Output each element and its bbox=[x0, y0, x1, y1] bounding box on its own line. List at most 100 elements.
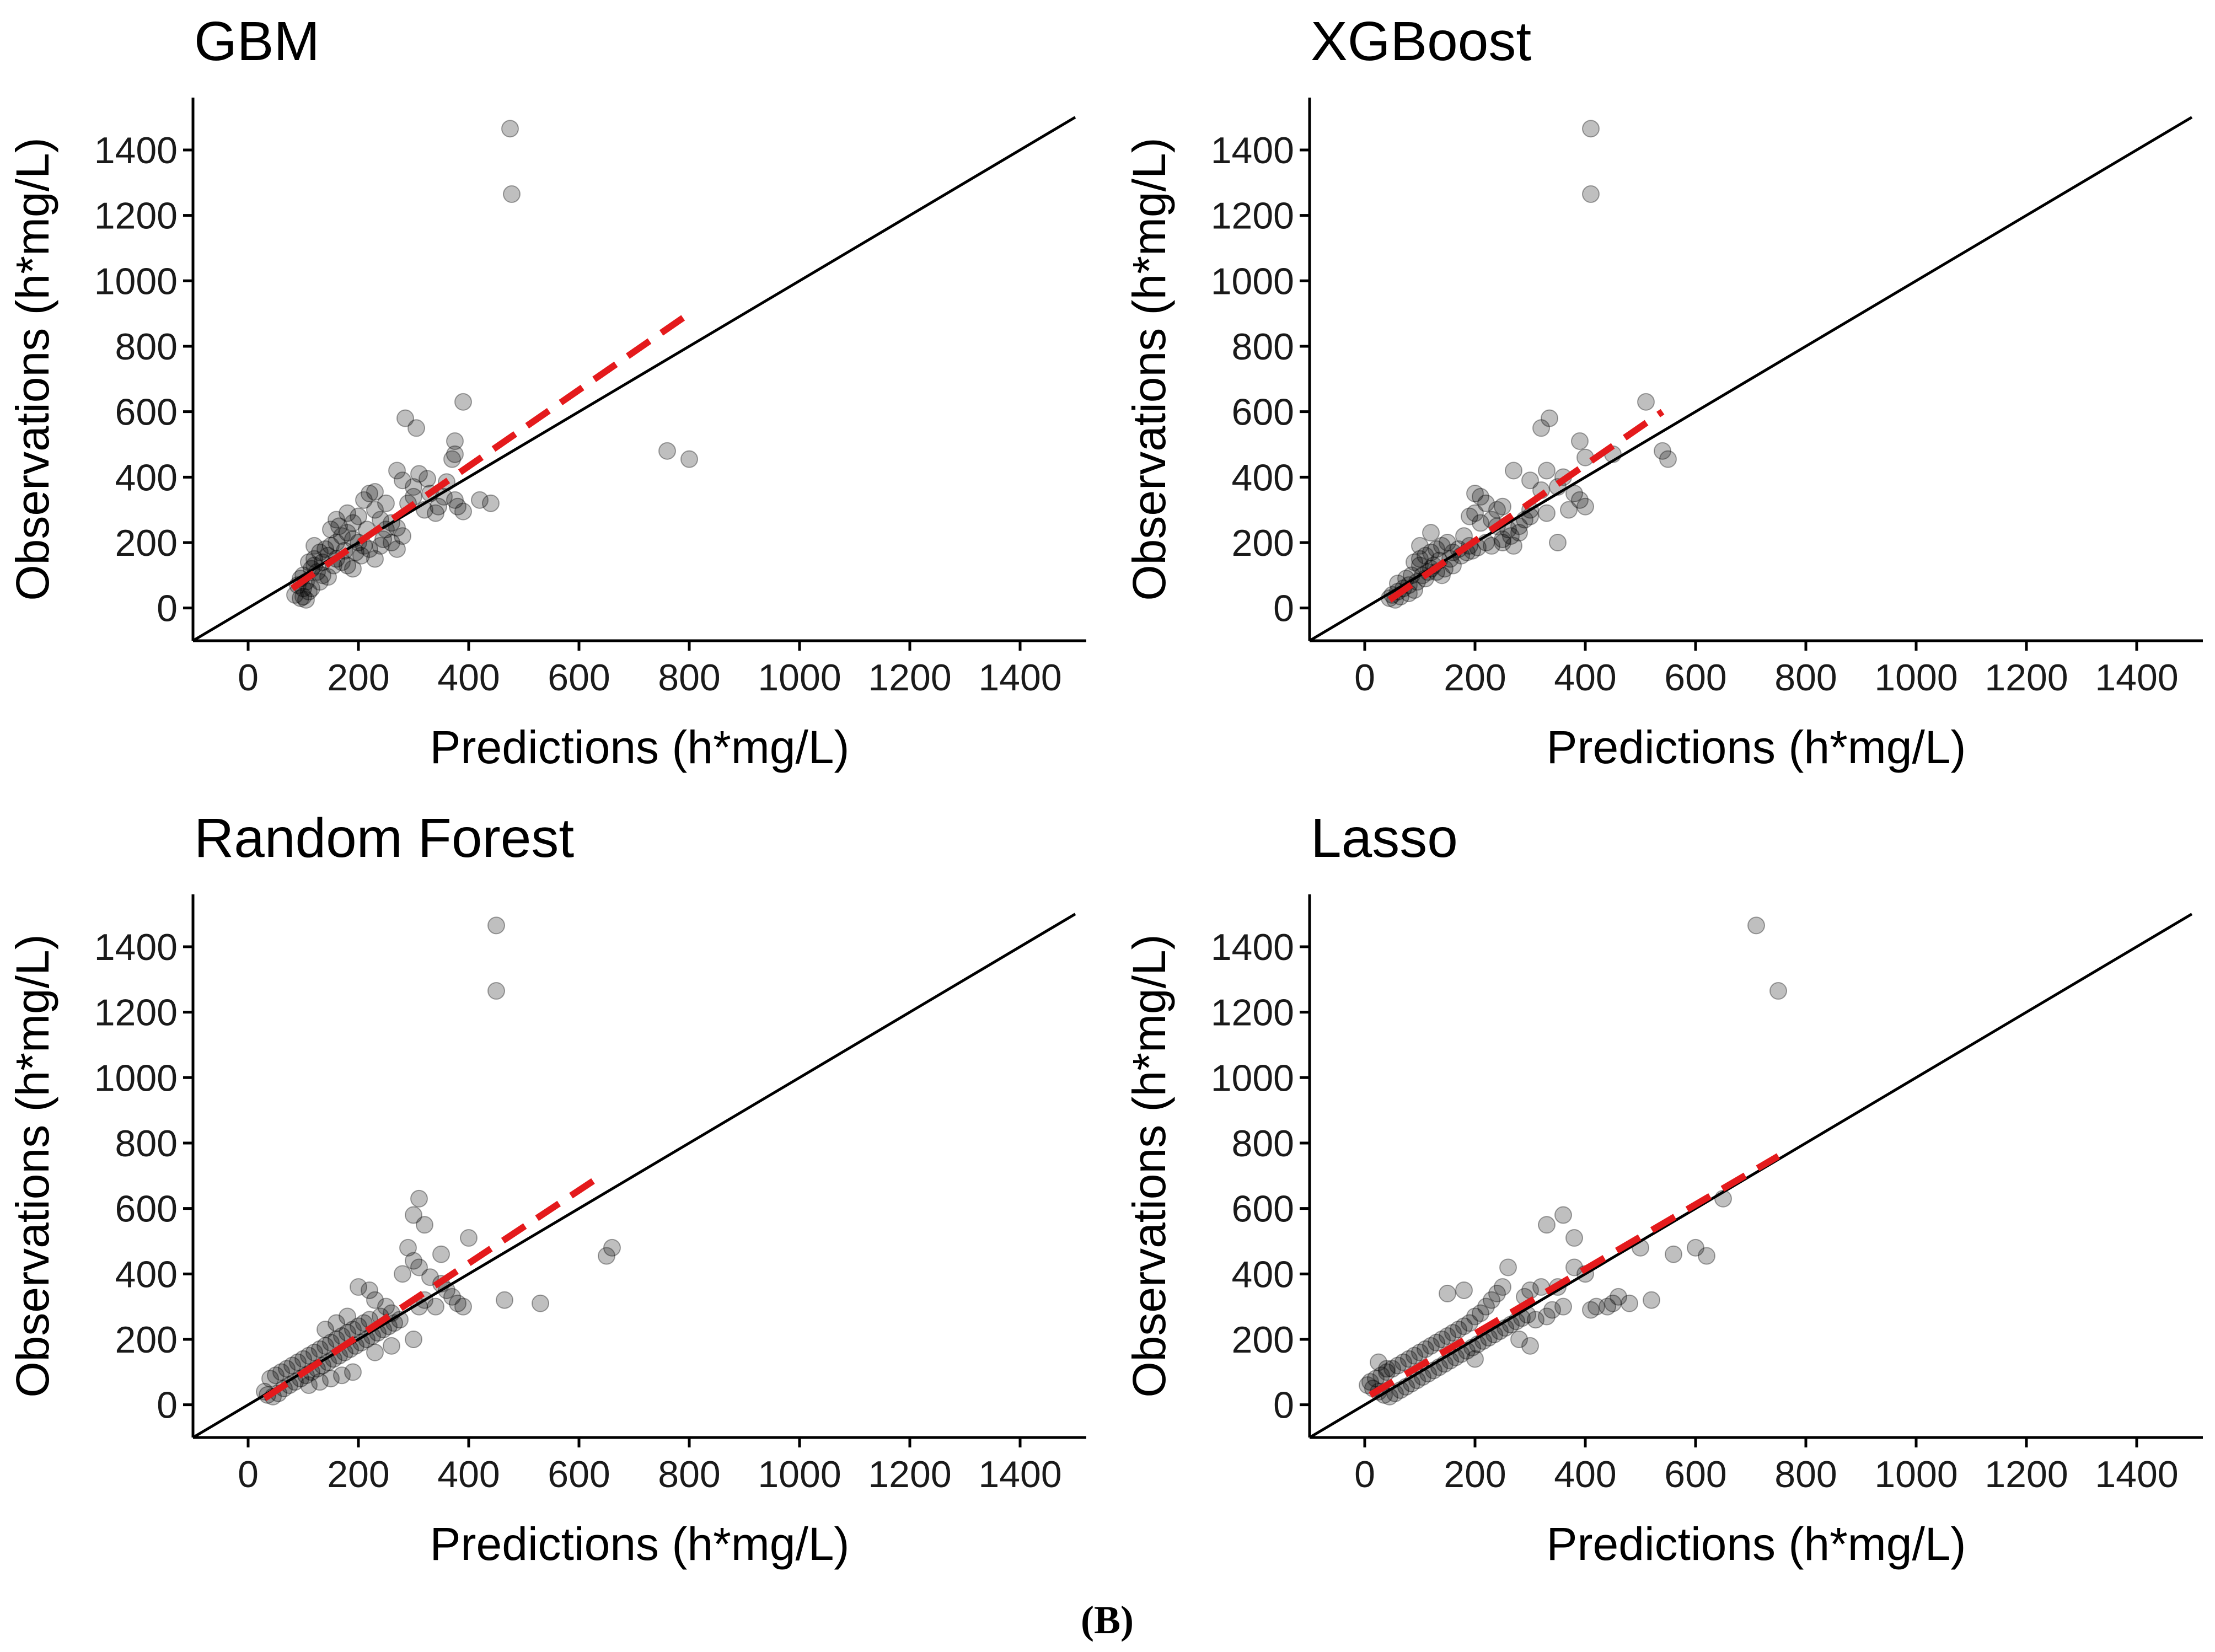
x-tick-label: 1400 bbox=[2095, 1453, 2178, 1495]
y-tick-label: 1200 bbox=[94, 992, 178, 1034]
data-point bbox=[1461, 507, 1478, 525]
data-point bbox=[1389, 1356, 1407, 1375]
x-tick-label: 200 bbox=[1444, 657, 1506, 699]
data-point bbox=[1370, 1353, 1387, 1371]
data-point bbox=[374, 530, 392, 549]
data-point bbox=[366, 550, 384, 568]
panel-title: GBM bbox=[194, 10, 320, 72]
data-point bbox=[1665, 1245, 1682, 1263]
data-point bbox=[1472, 1304, 1489, 1322]
data-point bbox=[317, 1337, 334, 1355]
data-point bbox=[1483, 1291, 1500, 1309]
data-point bbox=[603, 1238, 621, 1257]
data-point bbox=[1406, 553, 1423, 571]
y-tick-label: 600 bbox=[115, 1188, 178, 1230]
x-tick-label: 0 bbox=[238, 657, 259, 699]
data-point bbox=[487, 916, 505, 935]
x-tick-label: 200 bbox=[327, 1453, 389, 1495]
data-point bbox=[399, 1238, 417, 1257]
data-point bbox=[598, 1247, 615, 1265]
x-tick-label: 1400 bbox=[2095, 657, 2178, 699]
fit-line bbox=[262, 1173, 603, 1401]
data-point bbox=[1372, 1366, 1390, 1385]
data-point bbox=[1502, 527, 1520, 545]
y-axis-label: Observations (h*mg/L) bbox=[1123, 934, 1175, 1397]
data-point bbox=[355, 491, 373, 509]
data-point bbox=[1499, 1258, 1517, 1276]
data-point bbox=[350, 1317, 367, 1335]
x-tick-label: 1400 bbox=[978, 657, 1061, 699]
data-point bbox=[322, 537, 340, 555]
data-point bbox=[1411, 1343, 1429, 1361]
data-point bbox=[366, 483, 384, 501]
data-point bbox=[305, 537, 323, 555]
x-tick-label: 800 bbox=[658, 1453, 720, 1495]
y-tick-label: 400 bbox=[1232, 457, 1294, 498]
data-point bbox=[394, 1265, 411, 1283]
y-tick-label: 1400 bbox=[94, 130, 178, 171]
y-tick-label: 600 bbox=[1232, 1188, 1294, 1230]
x-tick-label: 600 bbox=[1664, 657, 1726, 699]
data-point bbox=[1422, 543, 1440, 561]
data-point bbox=[449, 1294, 466, 1312]
data-point bbox=[1472, 514, 1489, 532]
y-tick-label: 600 bbox=[115, 391, 178, 433]
data-point bbox=[328, 533, 345, 551]
data-point bbox=[383, 1337, 400, 1355]
x-tick-label: 600 bbox=[548, 1453, 610, 1495]
x-tick-label: 1200 bbox=[868, 657, 951, 699]
data-point bbox=[267, 1366, 285, 1385]
data-point bbox=[471, 491, 489, 509]
data-point bbox=[1687, 1238, 1704, 1257]
data-point bbox=[1417, 1340, 1434, 1358]
data-point bbox=[1422, 1337, 1440, 1355]
chart-panel-3: Random Forest 0 200 400 600 800 1000 1200 1400 0 2… bbox=[7, 807, 1086, 1570]
x-tick-label: 800 bbox=[658, 657, 720, 699]
data-point bbox=[339, 524, 356, 542]
data-point bbox=[1400, 1350, 1418, 1368]
y-tick-label: 1000 bbox=[1211, 1057, 1294, 1099]
x-tick-label: 400 bbox=[1554, 1453, 1616, 1495]
x-tick-label: 0 bbox=[1354, 1453, 1375, 1495]
data-point bbox=[339, 1307, 356, 1326]
data-point bbox=[1554, 1206, 1572, 1224]
data-point bbox=[1571, 432, 1589, 450]
y-tick-label: 200 bbox=[115, 522, 178, 564]
data-point bbox=[405, 1252, 422, 1270]
data-point bbox=[350, 507, 367, 525]
data-point bbox=[446, 445, 464, 463]
data-point bbox=[405, 478, 422, 496]
data-point bbox=[1477, 1297, 1495, 1316]
data-point bbox=[427, 504, 444, 522]
x-tick-label: 200 bbox=[1444, 1453, 1506, 1495]
data-point bbox=[1494, 533, 1511, 551]
data-point bbox=[460, 1229, 478, 1247]
x-tick-label: 0 bbox=[238, 1453, 259, 1495]
data-point bbox=[303, 580, 320, 598]
x-tick-label: 600 bbox=[1664, 1453, 1726, 1495]
data-point bbox=[1747, 916, 1765, 935]
data-point bbox=[1483, 537, 1500, 555]
data-point bbox=[272, 1363, 290, 1381]
data-point bbox=[1406, 1347, 1423, 1365]
data-point bbox=[311, 1373, 329, 1391]
data-point bbox=[352, 546, 370, 565]
y-tick-label: 1200 bbox=[1211, 992, 1294, 1034]
data-point bbox=[388, 540, 406, 558]
panel-title: XGBoost bbox=[1311, 10, 1531, 72]
data-point bbox=[1510, 1330, 1528, 1348]
data-point bbox=[1466, 1350, 1484, 1368]
x-tick-label: 0 bbox=[1354, 657, 1375, 699]
data-point bbox=[1444, 1324, 1462, 1342]
data-point bbox=[1582, 120, 1600, 138]
data-point bbox=[449, 497, 466, 516]
x-tick-label: 1200 bbox=[868, 1453, 951, 1495]
data-point bbox=[405, 1330, 422, 1348]
data-point bbox=[1383, 1360, 1401, 1378]
data-point bbox=[1488, 501, 1506, 519]
data-point bbox=[339, 556, 356, 575]
y-tick-label: 400 bbox=[115, 1253, 178, 1295]
y-tick-label: 1000 bbox=[1211, 260, 1294, 302]
data-point bbox=[344, 1363, 362, 1381]
data-point bbox=[1587, 1297, 1605, 1316]
